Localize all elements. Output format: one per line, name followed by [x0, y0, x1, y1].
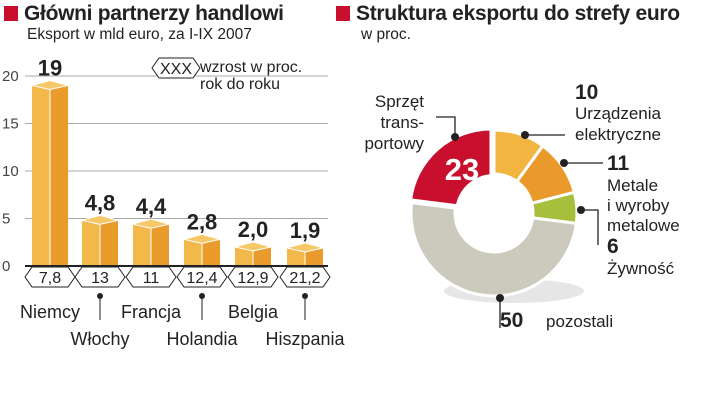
legend-text: rok do roku — [200, 76, 280, 93]
y-tick-label: 20 — [2, 68, 19, 85]
legend-text: wzrost w proc. — [199, 59, 302, 76]
legend-badge-label: XXX — [160, 61, 192, 78]
legend-badge — [151, 57, 201, 79]
pie-chart-title: Struktura eksportu do strefy euro — [356, 2, 680, 25]
bar-top — [31, 79, 69, 91]
bar-value-label: 1,9 — [290, 218, 321, 243]
bar-value-label: 2,0 — [238, 217, 269, 242]
bar-side — [253, 247, 271, 266]
growth-badge-label: 11 — [143, 270, 160, 287]
leader-dot — [302, 293, 308, 299]
bar-chart-subtitle: Eksport w mld euro, za I-IX 2007 — [27, 26, 252, 43]
y-tick-label: 15 — [2, 116, 19, 133]
growth-badge-label: 13 — [91, 270, 109, 287]
bar-side — [100, 220, 118, 266]
bar-side — [202, 239, 220, 266]
slice-label: portowy — [364, 134, 424, 153]
slice-label: metalowe — [607, 216, 680, 235]
slice-label: Metale — [607, 176, 658, 195]
bar-chart-title: Główni partnerzy handlowi — [24, 2, 284, 25]
leader-dot — [577, 206, 585, 214]
donut-hole-fix — [455, 174, 494, 213]
bar-value-label: 4,4 — [136, 194, 167, 219]
category-label: Włochy — [70, 329, 129, 349]
bar-side — [151, 224, 169, 266]
y-tick-label: 5 — [2, 211, 10, 228]
bar-value-label: 2,8 — [187, 209, 218, 234]
bar-top — [132, 218, 170, 229]
growth-badge-label: 7,8 — [39, 270, 61, 287]
y-tick-label: 10 — [2, 163, 19, 180]
slice-value-label: 11 — [607, 152, 630, 175]
slice-label: elektryczne — [575, 125, 661, 144]
bar-top — [81, 214, 119, 225]
slice-label: i wyroby — [607, 196, 670, 215]
bar — [235, 247, 253, 266]
y-tick-label: 0 — [2, 258, 10, 275]
slice-value-label: 50 — [500, 309, 523, 332]
growth-badge-label: 12,4 — [186, 270, 217, 287]
leader-dot — [451, 133, 459, 141]
leader-dot — [521, 131, 529, 139]
title-marker — [336, 6, 350, 21]
slice-value-label: 6 — [607, 235, 619, 258]
bar-side — [305, 247, 323, 266]
growth-badge-label: 12,9 — [237, 270, 268, 287]
bar — [82, 220, 100, 266]
title-marker — [4, 6, 18, 21]
category-label: Belgia — [228, 302, 279, 322]
pie-slice — [409, 200, 579, 298]
leader-line — [436, 116, 456, 137]
category-label: Niemcy — [20, 302, 80, 322]
bar-top — [286, 242, 324, 253]
pie-chart-subtitle: w proc. — [361, 26, 411, 43]
category-label: Hiszpania — [265, 329, 345, 349]
bar — [133, 224, 151, 266]
slice-label: pozostali — [546, 312, 613, 331]
leader-dot — [560, 159, 568, 167]
category-label: Holandia — [166, 329, 238, 349]
slice-label: trans- — [381, 113, 424, 132]
category-label: Francja — [121, 302, 182, 322]
slice-label: Urządzenia — [575, 104, 662, 123]
leader-dot — [496, 294, 504, 302]
slice-label: Sprzęt — [375, 92, 424, 111]
slice-label: Żywność — [607, 259, 675, 278]
leader-dot — [97, 293, 103, 299]
leader-line — [581, 209, 599, 245]
leader-dot — [199, 293, 205, 299]
bar — [287, 247, 305, 266]
slice-value-label: 10 — [575, 81, 598, 104]
bar-value-label: 19 — [38, 56, 62, 81]
bar-top — [183, 233, 221, 244]
bar-top — [234, 241, 272, 252]
bar-side — [50, 85, 68, 266]
bar — [184, 239, 202, 266]
bar-value-label: 4,8 — [85, 190, 116, 215]
growth-badge-label: 21,2 — [289, 270, 320, 287]
slice-value-label: 23 — [445, 152, 479, 187]
bar — [32, 85, 50, 266]
